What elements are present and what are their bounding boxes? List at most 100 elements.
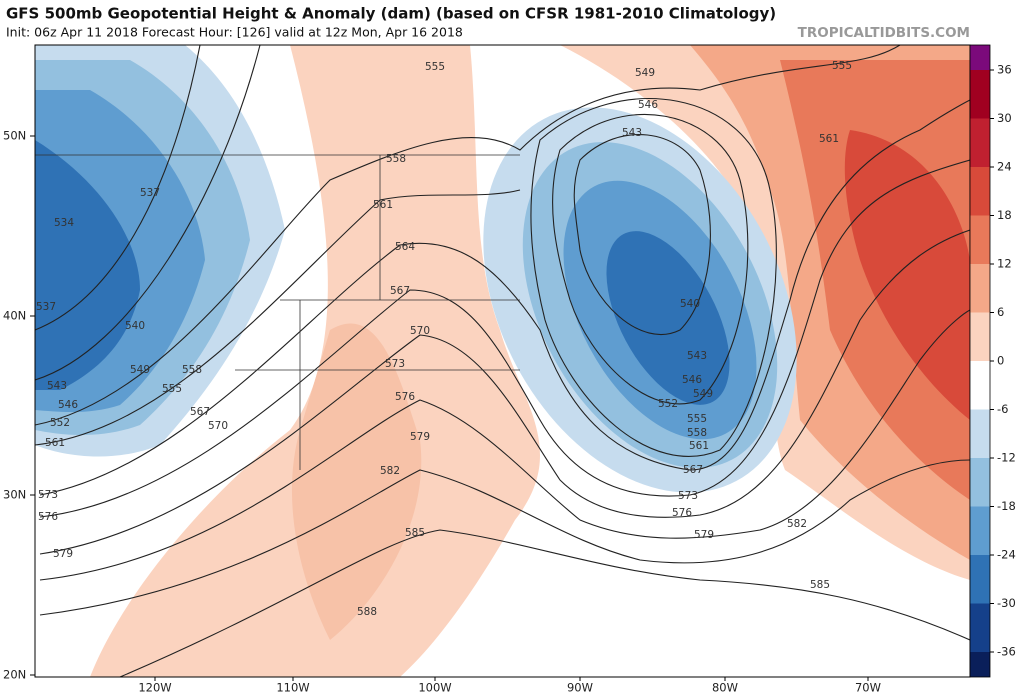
contour-label: 585 bbox=[405, 527, 425, 539]
contour-label: 558 bbox=[687, 427, 707, 439]
contour-label: 579 bbox=[410, 431, 430, 443]
contour-label: 576 bbox=[395, 391, 415, 403]
colorbar-tick-label: -30 bbox=[997, 596, 1016, 610]
contour-label: 555 bbox=[162, 383, 182, 395]
contour-line bbox=[530, 98, 777, 457]
contour-label: 582 bbox=[787, 518, 807, 530]
map-area bbox=[35, 45, 970, 677]
contour-label: 537 bbox=[140, 187, 160, 199]
colorbar-tick-label: -18 bbox=[997, 499, 1016, 513]
contour-line bbox=[35, 189, 521, 446]
colorbar-segment bbox=[970, 70, 990, 119]
contour-label: 555 bbox=[832, 60, 852, 72]
colorbar-tick-label: 36 bbox=[997, 63, 1012, 77]
credit: TROPICALTIDBITS.COM bbox=[798, 25, 970, 41]
contour-label: 579 bbox=[53, 548, 73, 560]
colorbar-segment bbox=[970, 409, 990, 458]
contour-label: 561 bbox=[689, 440, 709, 452]
contour-label: 546 bbox=[682, 374, 702, 386]
contour-line bbox=[39, 159, 970, 518]
contour-label: 555 bbox=[687, 413, 707, 425]
contour-label: 561 bbox=[819, 133, 839, 145]
lat-label: 50N bbox=[3, 129, 26, 143]
contour-label: 549 bbox=[130, 364, 150, 376]
colorbar-segment bbox=[970, 652, 990, 677]
contour-label: 570 bbox=[410, 325, 430, 337]
lon-label: 90W bbox=[567, 681, 593, 695]
contour-label: 573 bbox=[678, 490, 698, 502]
lat-label: 40N bbox=[3, 309, 26, 323]
colorbar-tick-label: 6 bbox=[997, 305, 1004, 319]
colorbar-segment bbox=[970, 264, 990, 313]
contour-label: 537 bbox=[36, 301, 56, 313]
positive-anomaly bbox=[844, 130, 970, 420]
positive-anomaly bbox=[90, 45, 540, 677]
contour-line bbox=[39, 229, 970, 555]
contour-label: 588 bbox=[357, 606, 377, 618]
contour-label: 549 bbox=[635, 67, 655, 79]
lon-label: 70W bbox=[855, 681, 881, 695]
colorbar-tick-label: -36 bbox=[997, 645, 1016, 659]
contour-label: 558 bbox=[182, 364, 202, 376]
contour-label: 540 bbox=[680, 298, 700, 310]
subtitle: Init: 06z Apr 11 2018 Forecast Hour: [12… bbox=[6, 25, 463, 40]
contour-label: 552 bbox=[658, 398, 678, 410]
contour-line bbox=[35, 45, 261, 381]
contour-label: 570 bbox=[208, 420, 228, 432]
colorbar-frame bbox=[969, 44, 991, 678]
contour-label: 573 bbox=[385, 358, 405, 370]
colorbar-segment bbox=[970, 361, 990, 410]
contour-label: 576 bbox=[672, 507, 692, 519]
lon-label: 120W bbox=[138, 681, 171, 695]
positive-anomaly bbox=[291, 323, 422, 640]
contour-label: 543 bbox=[47, 380, 67, 392]
colorbar-tick-label: 0 bbox=[997, 354, 1004, 368]
contour-label: 579 bbox=[694, 529, 714, 541]
contour-line bbox=[35, 45, 901, 426]
contour-line bbox=[39, 309, 970, 581]
colorbar-segment bbox=[970, 555, 990, 604]
contour-label: 582 bbox=[380, 465, 400, 477]
title: GFS 500mb Geopotential Height & Anomaly … bbox=[6, 5, 776, 23]
contour-label: 561 bbox=[373, 199, 393, 211]
contour-label: 543 bbox=[622, 127, 642, 139]
state-borders bbox=[35, 154, 520, 470]
colorbar-tick-label: 18 bbox=[997, 208, 1012, 222]
contour-label: 567 bbox=[190, 406, 210, 418]
lat-label: 20N bbox=[3, 668, 26, 682]
contour-label: 555 bbox=[425, 61, 445, 73]
contour-label: 558 bbox=[386, 153, 406, 165]
contour-label: 573 bbox=[38, 489, 58, 501]
contour-label: 552 bbox=[50, 417, 70, 429]
contour-label: 546 bbox=[638, 99, 658, 111]
contour-label: 567 bbox=[683, 464, 703, 476]
lon-label: 100W bbox=[418, 681, 451, 695]
contour-label: 567 bbox=[390, 285, 410, 297]
lat-label: 30N bbox=[3, 488, 26, 502]
contour-label: 549 bbox=[693, 388, 713, 400]
colorbar-tick-label: 12 bbox=[997, 257, 1012, 271]
contour-label: 561 bbox=[45, 437, 65, 449]
colorbar-segment bbox=[970, 603, 990, 652]
colorbar-tick-label: 30 bbox=[997, 111, 1012, 125]
colorbar-tick-label: -6 bbox=[997, 402, 1008, 416]
contour-label: 546 bbox=[58, 399, 78, 411]
contour-line bbox=[39, 459, 970, 616]
contour-line bbox=[119, 529, 970, 677]
contour-line bbox=[35, 45, 201, 331]
contour-label: 564 bbox=[395, 241, 415, 253]
contour-label: 540 bbox=[125, 320, 145, 332]
colorbar-tick-label: -24 bbox=[997, 548, 1016, 562]
contour-label: 585 bbox=[810, 579, 830, 591]
colorbar-tick-label: -12 bbox=[997, 451, 1016, 465]
lon-label: 110W bbox=[276, 681, 309, 695]
contour-line bbox=[552, 113, 749, 405]
colorbar-segment bbox=[970, 167, 990, 216]
colorbar-segment bbox=[970, 215, 990, 264]
contour-label: 534 bbox=[54, 217, 74, 229]
lon-label: 80W bbox=[712, 681, 738, 695]
colorbar-segment bbox=[970, 45, 990, 70]
colorbar-tick-label: 24 bbox=[997, 160, 1012, 174]
contour-line bbox=[39, 99, 970, 496]
